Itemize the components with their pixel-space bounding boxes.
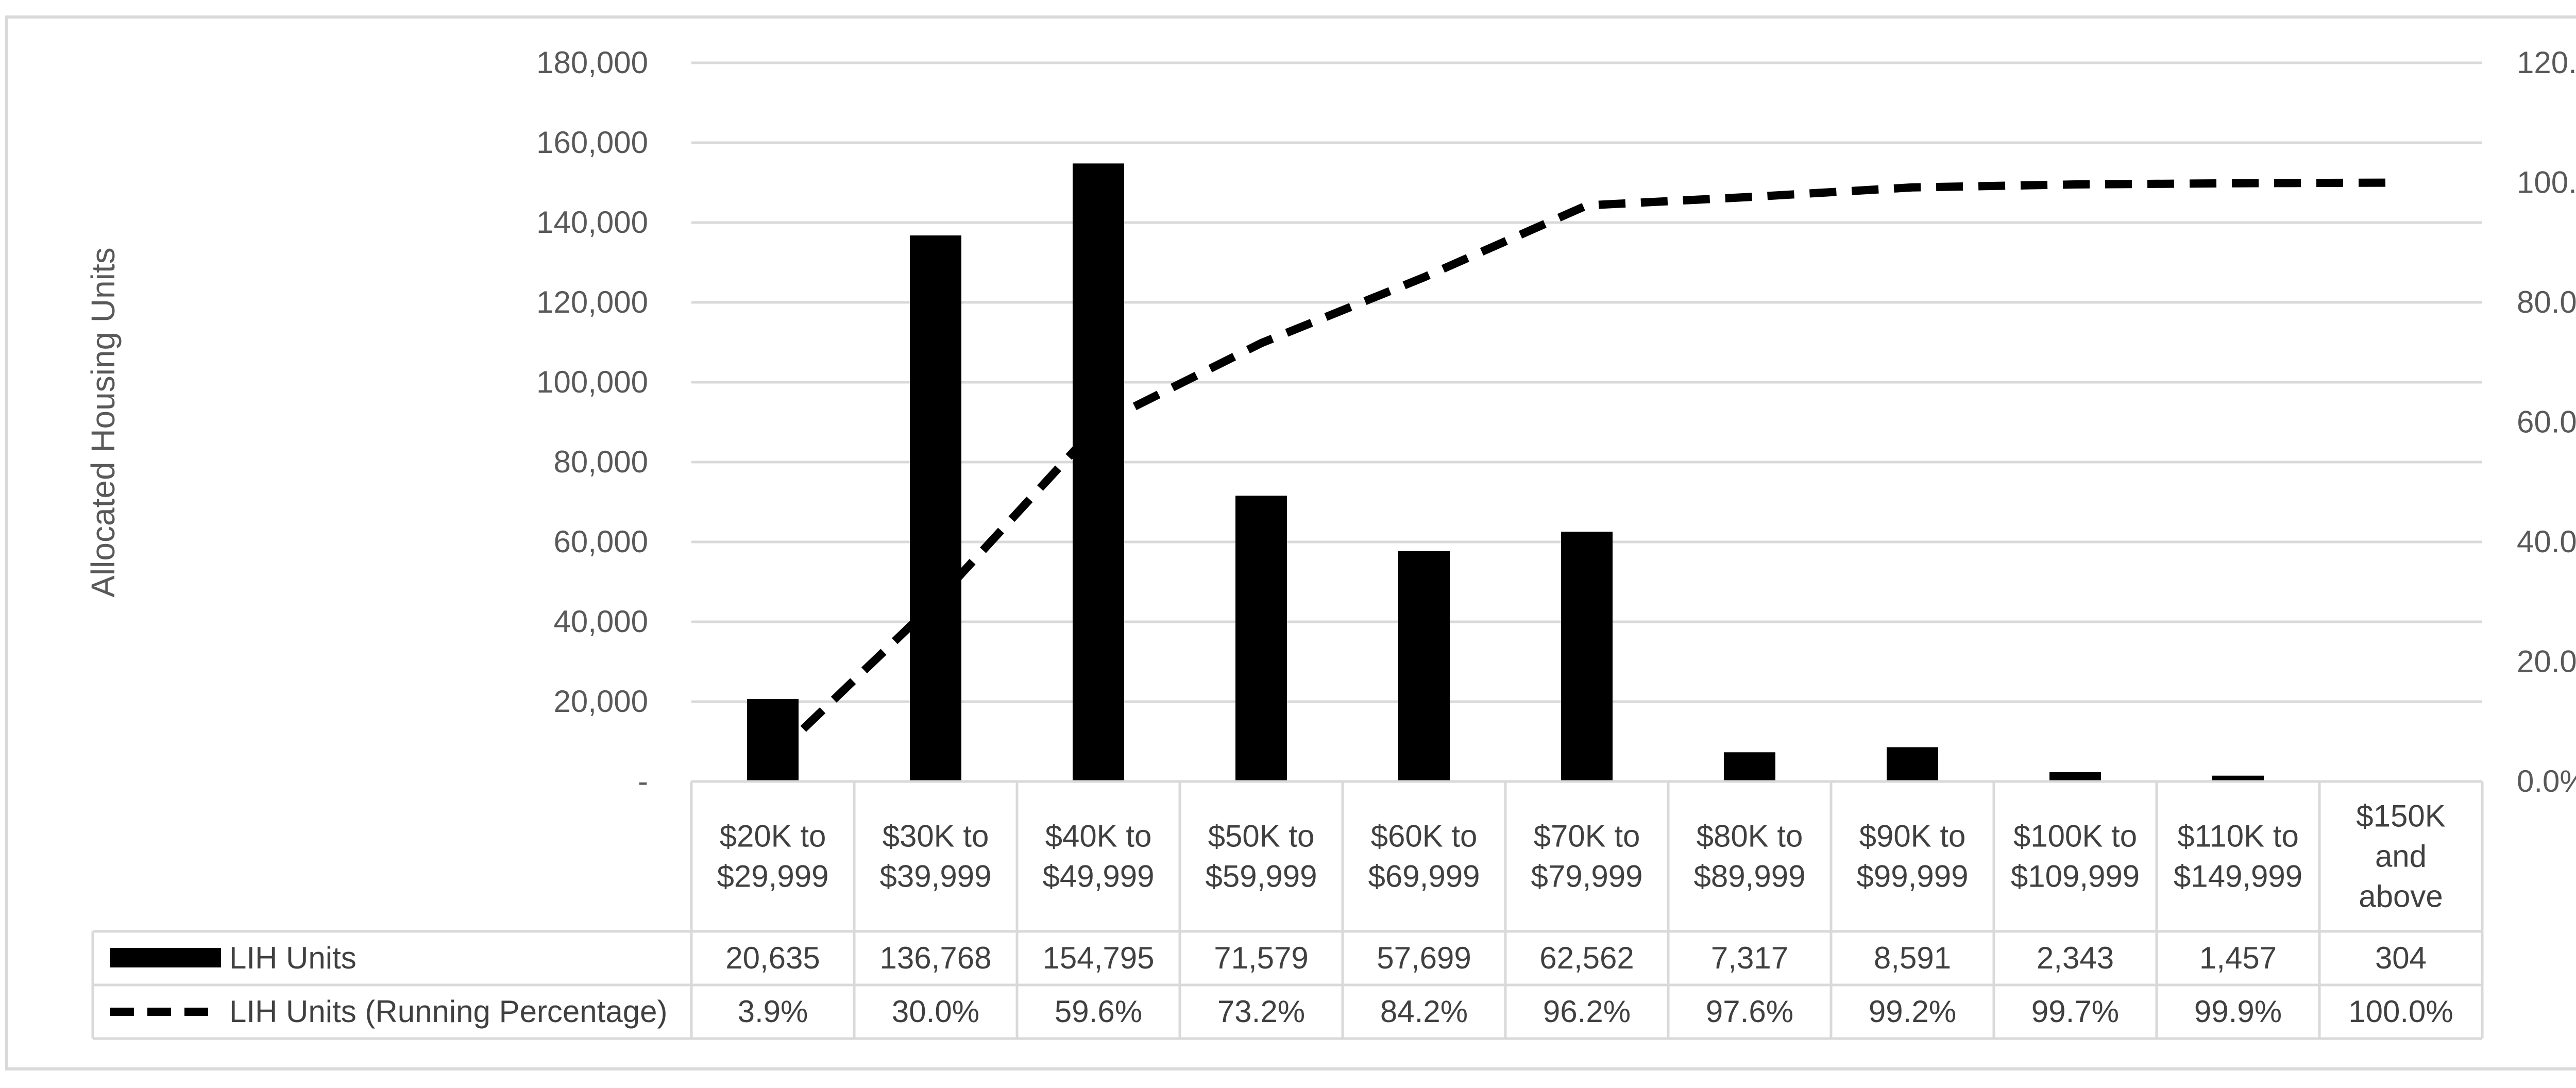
y2-tick-label: 60.0% <box>2517 405 2576 439</box>
chart-frame <box>5 15 2576 1070</box>
legend-key-bars <box>110 948 221 967</box>
y-axis-ticks: - 20,000 40,000 60,000 80,000 100,000 120,000 1… <box>536 45 648 798</box>
y-tick-label: 180,000 <box>536 45 648 80</box>
legend-label-line: LIH Units (Running Percentage) <box>229 994 667 1029</box>
y2-tick-label: 100.0% <box>2517 165 2576 200</box>
bar <box>1724 752 1775 781</box>
data-table: $20K to $29,999 $30K to $39,999 $40K to $49,9… <box>91 780 2484 1040</box>
percentage-value-cell: 97.6% <box>1706 994 1793 1029</box>
category-label: $70K to $79,999 <box>1531 819 1643 894</box>
y-axis-label: Allocated Housing Units <box>84 247 122 597</box>
bar <box>2049 772 2101 781</box>
bar-value-cell: 154,795 <box>1043 941 1155 975</box>
bar <box>1561 532 1613 781</box>
y-tick-label: 20,000 <box>553 684 648 719</box>
running-percentage-line <box>770 178 2401 761</box>
y2-tick-label: 0.0% <box>2517 764 2576 798</box>
percentage-value-cell: 99.9% <box>2194 994 2282 1029</box>
percentage-value-cell: 99.2% <box>1869 994 1956 1029</box>
category-label: $60K to $69,999 <box>1368 819 1480 894</box>
bar-value-cell: 1,457 <box>2199 941 2277 975</box>
bar <box>1398 551 1450 781</box>
category-label: $30K to $39,999 <box>880 819 992 894</box>
y-tick-label: 120,000 <box>536 285 648 319</box>
y-tick-label: 60,000 <box>553 524 648 559</box>
bar-value-cell: 7,317 <box>1711 941 1788 975</box>
bar-value-cell: 20,635 <box>725 941 820 975</box>
bar <box>1887 747 1938 781</box>
legend-label-bars: LIH Units <box>229 941 357 975</box>
bar-value-cell: 136,768 <box>880 941 992 975</box>
bar-value-cell: 2,343 <box>2037 941 2114 975</box>
category-label: $50K to $59,999 <box>1206 819 1317 894</box>
bar-value-cell: 304 <box>2375 941 2427 975</box>
y-tick-label: 80,000 <box>553 445 648 479</box>
category-label: $80K to $89,999 <box>1694 819 1806 894</box>
percentage-value-cell: 59.6% <box>1055 994 1142 1029</box>
percentage-value-cell: 3.9% <box>738 994 808 1029</box>
percentage-value-cell: 99.7% <box>2031 994 2119 1029</box>
percentage-value-cell: 73.2% <box>1217 994 1305 1029</box>
y-tick-label: 140,000 <box>536 205 648 240</box>
y-tick-label: 100,000 <box>536 365 648 399</box>
y2-tick-label: 80.0% <box>2517 285 2576 319</box>
bar-value-cell: 71,579 <box>1214 941 1309 975</box>
bar <box>910 235 961 782</box>
bar <box>1073 163 1124 781</box>
y2-tick-label: 40.0% <box>2517 524 2576 559</box>
bar-value-cell: 62,562 <box>1539 941 1634 975</box>
percentage-value-cell: 96.2% <box>1543 994 1631 1029</box>
y2-tick-label: 120.0% <box>2517 45 2576 80</box>
bar-series <box>747 163 2427 782</box>
percentage-value-cell: 84.2% <box>1380 994 1468 1029</box>
bar <box>1235 496 1287 781</box>
category-label: $40K to $49,999 <box>1043 819 1155 894</box>
category-label: $20K to $29,999 <box>717 819 829 894</box>
percentage-value-cell: 30.0% <box>892 994 979 1029</box>
y-tick-label: 40,000 <box>553 604 648 639</box>
bar-value-cell: 57,699 <box>1377 941 1471 975</box>
y-tick-label: 160,000 <box>536 125 648 160</box>
y2-tick-label: 20.0% <box>2517 644 2576 679</box>
category-label: $100K to $109,999 <box>2011 819 2140 894</box>
bar <box>2212 775 2264 781</box>
category-label: $110K to $149,999 <box>2174 819 2302 894</box>
category-label: $150K and above <box>2356 799 2446 914</box>
y2-axis-ticks: 0.0% 20.0% 40.0% 60.0% 80.0% 100.0% 120.0% <box>2517 45 2576 798</box>
y-tick-label: - <box>638 764 648 798</box>
category-label: $90K to $99,999 <box>1857 819 1969 894</box>
percentage-value-cell: 100.0% <box>2348 994 2453 1029</box>
bar-value-cell: 8,591 <box>1874 941 1951 975</box>
